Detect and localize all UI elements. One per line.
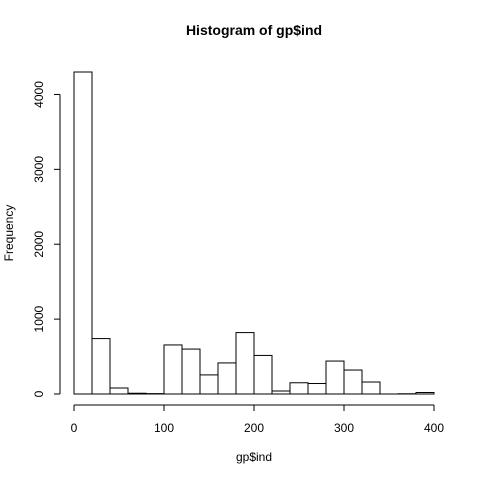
y-axis-label: Frequency bbox=[2, 205, 16, 262]
histogram-bar-180-200 bbox=[235, 332, 255, 395]
y-axis: 0 1000 2000 3000 4000 bbox=[32, 81, 61, 397]
histogram-bar-220-240 bbox=[271, 390, 291, 395]
histogram-bar-40-60 bbox=[109, 387, 129, 395]
histogram-bar-320-340 bbox=[361, 381, 381, 395]
histogram-bar-280-300 bbox=[325, 360, 345, 395]
histogram-bar-160-180 bbox=[217, 362, 237, 395]
histogram-bar-20-40 bbox=[91, 338, 111, 395]
histogram-bar-380-400 bbox=[415, 392, 435, 395]
histogram-bar-200-220 bbox=[253, 354, 273, 395]
histogram-bar-60-80 bbox=[127, 392, 147, 395]
x-tick-label: 300 bbox=[334, 421, 354, 435]
histogram-bar-120-140 bbox=[181, 348, 201, 395]
histogram-bar-300-320 bbox=[343, 369, 363, 395]
histogram-bar-0-20 bbox=[73, 71, 93, 395]
histogram-bar-240-260 bbox=[289, 382, 309, 395]
x-tick-label: 0 bbox=[71, 421, 78, 435]
histogram-bar-100-120 bbox=[163, 344, 183, 395]
x-tick-label: 200 bbox=[244, 421, 264, 435]
histogram-bar-260-280 bbox=[307, 383, 327, 395]
y-tick-label: 4000 bbox=[32, 81, 46, 108]
chart-title: Histogram of gp$ind bbox=[186, 22, 322, 38]
bars-group bbox=[73, 71, 435, 395]
y-tick-label: 1000 bbox=[32, 305, 46, 332]
x-axis-label: gp$ind bbox=[236, 450, 272, 464]
x-tick-label: 100 bbox=[154, 421, 174, 435]
y-tick-label: 0 bbox=[32, 390, 46, 397]
x-axis: 0 100 200 300 400 bbox=[71, 404, 444, 435]
y-tick-label: 2000 bbox=[32, 231, 46, 258]
x-tick-label: 400 bbox=[424, 421, 444, 435]
y-tick-label: 3000 bbox=[32, 156, 46, 183]
histogram-bar-140-160 bbox=[199, 374, 219, 395]
